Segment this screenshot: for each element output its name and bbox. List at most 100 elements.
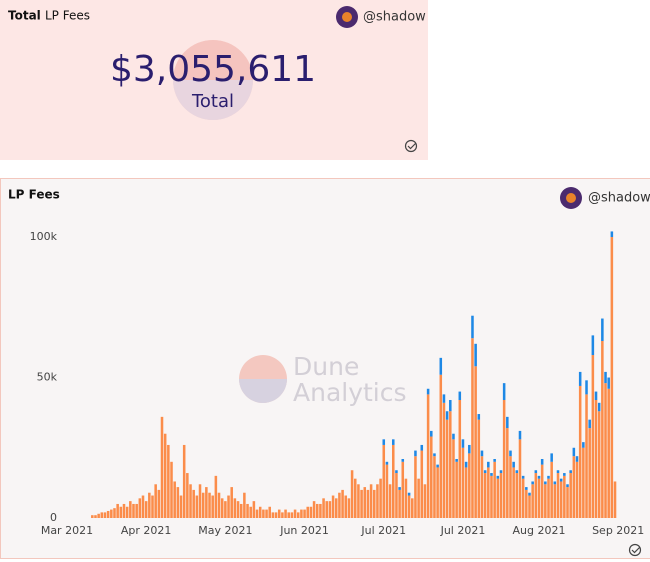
bar <box>585 394 588 518</box>
bar <box>547 478 550 518</box>
bar <box>458 400 462 518</box>
bar <box>388 484 392 518</box>
bar <box>385 464 389 518</box>
bar <box>382 444 386 518</box>
bar <box>468 444 471 454</box>
bar <box>116 503 119 518</box>
bar <box>610 237 614 519</box>
bar <box>442 394 446 403</box>
bar <box>528 495 531 518</box>
bar <box>170 461 173 518</box>
watermark: Dune <box>293 352 359 381</box>
bar <box>334 498 338 518</box>
bar <box>341 489 344 518</box>
bar <box>597 411 601 518</box>
bar <box>515 473 519 518</box>
avatar-face <box>566 193 576 203</box>
logo-half <box>173 40 253 80</box>
bar <box>201 492 205 518</box>
bar <box>211 495 214 518</box>
header-title: Total <box>8 9 41 23</box>
bar <box>544 484 547 518</box>
bar <box>398 489 401 518</box>
bar <box>490 475 493 518</box>
bar <box>506 416 509 429</box>
bar <box>607 388 610 518</box>
bar <box>452 439 455 518</box>
bar <box>195 495 199 518</box>
bar <box>610 231 614 238</box>
bar <box>296 512 300 518</box>
bar <box>591 355 595 518</box>
bar <box>474 366 477 518</box>
bar <box>372 489 376 518</box>
counter-value: $3,055,611 <box>110 49 316 90</box>
avatar-face <box>342 12 352 22</box>
bar <box>100 512 104 518</box>
bar <box>445 411 449 420</box>
bar <box>534 470 538 474</box>
bar <box>306 506 310 518</box>
bar <box>350 470 354 518</box>
bar <box>392 439 395 445</box>
bar <box>135 503 138 518</box>
bar <box>449 411 452 518</box>
bar <box>594 391 598 400</box>
bar <box>525 489 528 518</box>
bar <box>566 487 569 518</box>
bar <box>252 501 256 518</box>
bar <box>531 484 534 518</box>
bar <box>601 318 604 341</box>
bar <box>300 509 303 518</box>
watermark: Analytics <box>293 378 407 407</box>
bar <box>208 492 211 518</box>
bar <box>284 509 287 518</box>
bar <box>483 470 487 474</box>
bar <box>315 503 319 518</box>
watermark-logo-half <box>239 379 287 403</box>
bar <box>239 503 243 518</box>
bar <box>262 509 265 518</box>
user[interactable]: @shadow <box>363 10 426 25</box>
bar <box>411 498 414 518</box>
bar <box>540 464 544 518</box>
bar <box>233 498 237 518</box>
bar <box>138 498 142 518</box>
bar <box>151 495 154 518</box>
y-tick-label: 50k <box>37 371 58 384</box>
bar <box>477 414 481 420</box>
bar <box>205 487 208 518</box>
bar <box>382 439 386 445</box>
bar <box>243 492 246 518</box>
bar <box>572 456 576 518</box>
bar <box>474 343 477 367</box>
bar <box>214 475 218 518</box>
bar <box>325 501 329 518</box>
bar <box>426 394 430 518</box>
bar <box>588 428 591 518</box>
bar <box>157 489 161 518</box>
bar <box>119 506 123 518</box>
bar <box>277 509 281 518</box>
bar <box>106 510 110 518</box>
bar <box>452 433 455 440</box>
bar <box>591 335 595 356</box>
bar <box>518 439 522 518</box>
user[interactable]: @shadow <box>588 191 650 206</box>
bar <box>347 498 351 518</box>
bar <box>512 467 515 518</box>
bar <box>578 385 582 518</box>
bar <box>449 400 452 412</box>
bar <box>578 371 582 386</box>
bar <box>433 456 436 518</box>
bar <box>167 444 170 518</box>
bar <box>189 484 192 518</box>
bar <box>132 503 135 518</box>
bar <box>246 503 249 518</box>
bar <box>220 498 224 518</box>
bar <box>496 475 500 479</box>
bar <box>230 487 233 518</box>
bar <box>585 380 588 395</box>
x-tick-label: Mar 2021 <box>41 524 93 537</box>
bar <box>309 506 313 518</box>
